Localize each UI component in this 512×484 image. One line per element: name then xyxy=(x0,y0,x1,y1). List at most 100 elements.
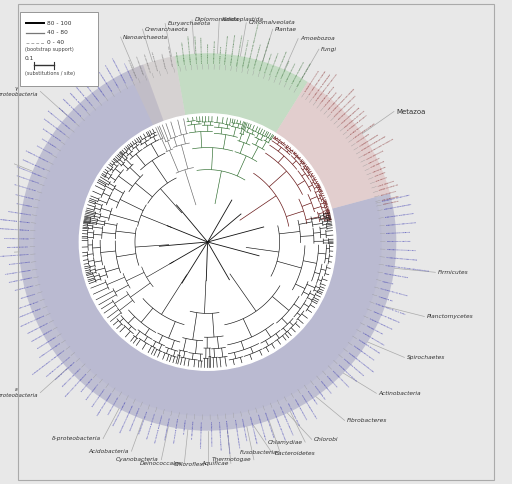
Text: Pyrobaculum aerophilum: Pyrobaculum aerophilum xyxy=(276,51,288,77)
Text: Archaeoglobus fulgidus: Archaeoglobus fulgidus xyxy=(254,44,262,69)
Text: Haemophilus influenzae: Haemophilus influenzae xyxy=(16,166,41,177)
Circle shape xyxy=(81,115,334,369)
Text: Thermoplasma volcanium: Thermoplasma volcanium xyxy=(225,35,229,64)
Text: Borrelia garinii: Borrelia garinii xyxy=(307,390,317,404)
Text: Lactobacillus johnsonii: Lactobacillus johnsonii xyxy=(209,421,211,446)
Text: Myxococcus xanthus: Myxococcus xanthus xyxy=(387,241,410,242)
Text: Rhodopirellula baltica: Rhodopirellula baltica xyxy=(338,364,356,382)
Text: Thermotogae: Thermotogae xyxy=(212,457,251,462)
Text: Geobacter sulfurreducens: Geobacter sulfurreducens xyxy=(387,249,415,251)
Text: Leptospira sp.: Leptospira sp. xyxy=(326,375,337,388)
Text: Schizosaccharomyces pombe: Schizosaccharomyces pombe xyxy=(331,89,355,113)
Text: Arabidopsis thaliana: Arabidopsis thaliana xyxy=(182,42,186,64)
Text: Thermoanaerobacter tengcongensis: Thermoanaerobacter tengcongensis xyxy=(32,350,66,375)
Text: Agrobacterium tumefaciens: Agrobacterium tumefaciens xyxy=(0,228,29,231)
Text: Pan troglodytes: Pan troglodytes xyxy=(381,196,399,201)
Text: Corynebacterium glutamicum: Corynebacterium glutamicum xyxy=(272,408,285,440)
Text: Lactobacillus plantarum: Lactobacillus plantarum xyxy=(201,421,203,448)
Text: Oryza sativa: Oryza sativa xyxy=(177,51,180,65)
Text: Pseudomonas putida: Pseudomonas putida xyxy=(98,71,112,91)
Polygon shape xyxy=(175,53,308,135)
Text: Mycoplasma pulmonis: Mycoplasma pulmonis xyxy=(174,419,179,443)
Text: Actinobacillus actinomycetemcomitans: Actinobacillus actinomycetemcomitans xyxy=(385,265,429,272)
Text: Rickettsia conorii: Rickettsia conorii xyxy=(15,285,34,291)
Text: 0.1: 0.1 xyxy=(25,56,34,60)
Text: Halobacterium sp. NRC-1: Halobacterium sp. NRC-1 xyxy=(243,39,249,67)
Text: Salmonella typhi: Salmonella typhi xyxy=(15,194,34,199)
Text: Sinorhizobium meliloti: Sinorhizobium meliloti xyxy=(4,237,29,239)
Text: Bacillus anthracis: Bacillus anthracis xyxy=(86,384,99,400)
Text: Danio rerio: Danio rerio xyxy=(368,158,380,164)
Text: Cyanobacteria: Cyanobacteria xyxy=(116,457,159,462)
Text: Amoebozoa: Amoebozoa xyxy=(301,36,335,41)
Text: Firmicutes: Firmicutes xyxy=(438,270,468,275)
Text: Ciona intestinalis: Ciona intestinalis xyxy=(366,150,383,160)
Text: Clostridium perfringens: Clostridium perfringens xyxy=(55,362,76,380)
Text: Sulfolobus tokodaii: Sulfolobus tokodaii xyxy=(286,62,297,82)
Text: Bacillus subtilis: Bacillus subtilis xyxy=(81,378,93,393)
Text: Archaeoglobus sp.: Archaeoglobus sp. xyxy=(145,52,152,72)
Text: Anopheles gambiae: Anopheles gambiae xyxy=(359,135,378,147)
Text: Planctomyces maris: Planctomyces maris xyxy=(332,370,349,387)
Text: Euryarchaeote sp.: Euryarchaeote sp. xyxy=(153,50,159,70)
Text: Treponema sp.: Treponema sp. xyxy=(320,380,331,394)
Text: Aspergillus nidulans: Aspergillus nidulans xyxy=(321,86,335,104)
Text: Escherichia coli K12: Escherichia coli K12 xyxy=(14,184,36,192)
Text: Nanoarchaeota: Nanoarchaeota xyxy=(123,34,168,40)
Text: Fungi: Fungi xyxy=(322,46,337,52)
Text: Porphyromonas gingivalis: Porphyromonas gingivalis xyxy=(233,419,239,448)
Text: Anabaena sp.: Anabaena sp. xyxy=(378,296,393,302)
Text: Listeria monocytogenes: Listeria monocytogenes xyxy=(97,393,112,416)
Text: Desulfovibrio vulgaris: Desulfovibrio vulgaris xyxy=(387,232,411,234)
Text: Thermus thermophilus: Thermus thermophilus xyxy=(369,318,393,330)
Text: Chlamydophila caviae: Chlamydophila caviae xyxy=(353,346,374,361)
Text: Chloroflexi: Chloroflexi xyxy=(174,462,205,467)
Text: Caulobacter crescentus: Caulobacter crescentus xyxy=(5,270,31,275)
Text: Pseudomonas aeruginosa: Pseudomonas aeruginosa xyxy=(88,72,105,96)
Text: Aquifex aeolicus: Aquifex aeolicus xyxy=(366,325,382,335)
Text: Mycoplasma genitalium: Mycoplasma genitalium xyxy=(146,413,156,439)
Text: Caenorhabditis elegans: Caenorhabditis elegans xyxy=(353,123,375,139)
Text: Fibrobacter succinogenes: Fibrobacter succinogenes xyxy=(249,416,257,444)
Text: Wigglesworthia glossinidia: Wigglesworthia glossinidia xyxy=(0,219,30,223)
Text: Borrelia burgdorferi: Borrelia burgdorferi xyxy=(37,337,56,349)
Text: Spirochaeta sp.: Spirochaeta sp. xyxy=(314,385,325,400)
Text: Strongylocentrotus purpuratus: Strongylocentrotus purpuratus xyxy=(364,138,394,155)
Text: Thermoplasma acidophilum: Thermoplasma acidophilum xyxy=(231,33,237,64)
Text: Trypanosoma brucei: Trypanosoma brucei xyxy=(214,41,216,63)
Text: Aeropyrum pernix: Aeropyrum pernix xyxy=(281,60,290,79)
Text: Chlamydia muridarum: Chlamydia muridarum xyxy=(357,339,379,354)
Text: Rattus norvegicus: Rattus norvegicus xyxy=(379,184,399,191)
Text: Streptococcus pneumoniae: Streptococcus pneumoniae xyxy=(119,405,133,433)
Text: Saccharomyces cerevisiae: Saccharomyces cerevisiae xyxy=(335,95,357,117)
FancyBboxPatch shape xyxy=(20,12,98,86)
Text: Staphylococcus aureus: Staphylococcus aureus xyxy=(62,368,81,387)
Text: Staphylococcus epidermidis: Staphylococcus epidermidis xyxy=(65,373,87,397)
Text: Chlorobi: Chlorobi xyxy=(314,437,338,442)
Text: Desulfovibrio desulfuricans: Desulfovibrio desulfuricans xyxy=(386,222,416,226)
Text: Mycobacterium bovis: Mycobacterium bovis xyxy=(384,272,408,278)
Text: Clostridium acetobutylicum: Clostridium acetobutylicum xyxy=(46,356,70,377)
Text: Shewanella oneidensis: Shewanella oneidensis xyxy=(25,150,48,162)
Text: Streptomyces coelicolor: Streptomyces coelicolor xyxy=(264,411,274,438)
Text: Neisseria gonorrhoeae: Neisseria gonorrhoeae xyxy=(62,98,80,117)
Text: Phanerochaete chrysosporium: Phanerochaete chrysosporium xyxy=(316,73,338,101)
Text: Drosophila melanogaster: Drosophila melanogaster xyxy=(361,136,386,151)
Text: Kinetoplastida: Kinetoplastida xyxy=(222,17,264,22)
Text: Wolinella succinogenes: Wolinella succinogenes xyxy=(21,316,45,327)
Text: Homo sapiens: Homo sapiens xyxy=(382,201,398,205)
Polygon shape xyxy=(33,78,382,416)
Text: Nanoarchaeum eq.: Nanoarchaeum eq. xyxy=(169,45,174,66)
Text: Brugia malayi: Brugia malayi xyxy=(351,125,364,135)
Text: Pasteurella multocida: Pasteurella multocida xyxy=(22,158,45,169)
Text: Tropheryma whipplei: Tropheryma whipplei xyxy=(294,398,306,420)
Text: Monosiga brevicollis: Monosiga brevicollis xyxy=(338,104,355,120)
Text: Nitrobacter winogradskyi: Nitrobacter winogradskyi xyxy=(383,204,411,210)
Text: Methanothermobacter thermautotrophicus: Methanothermobacter thermautotrophicus xyxy=(248,21,260,68)
Text: Wolbachia sp.: Wolbachia sp. xyxy=(21,293,36,299)
Text: Diplomonadida: Diplomonadida xyxy=(195,17,239,22)
Circle shape xyxy=(79,114,336,370)
Text: Schistosoma mansoni: Schistosoma mansoni xyxy=(348,115,368,131)
Text: Cryptosporidium parvum: Cryptosporidium parvum xyxy=(195,35,198,63)
Text: Prochlorococcus marinus: Prochlorococcus marinus xyxy=(380,288,408,296)
